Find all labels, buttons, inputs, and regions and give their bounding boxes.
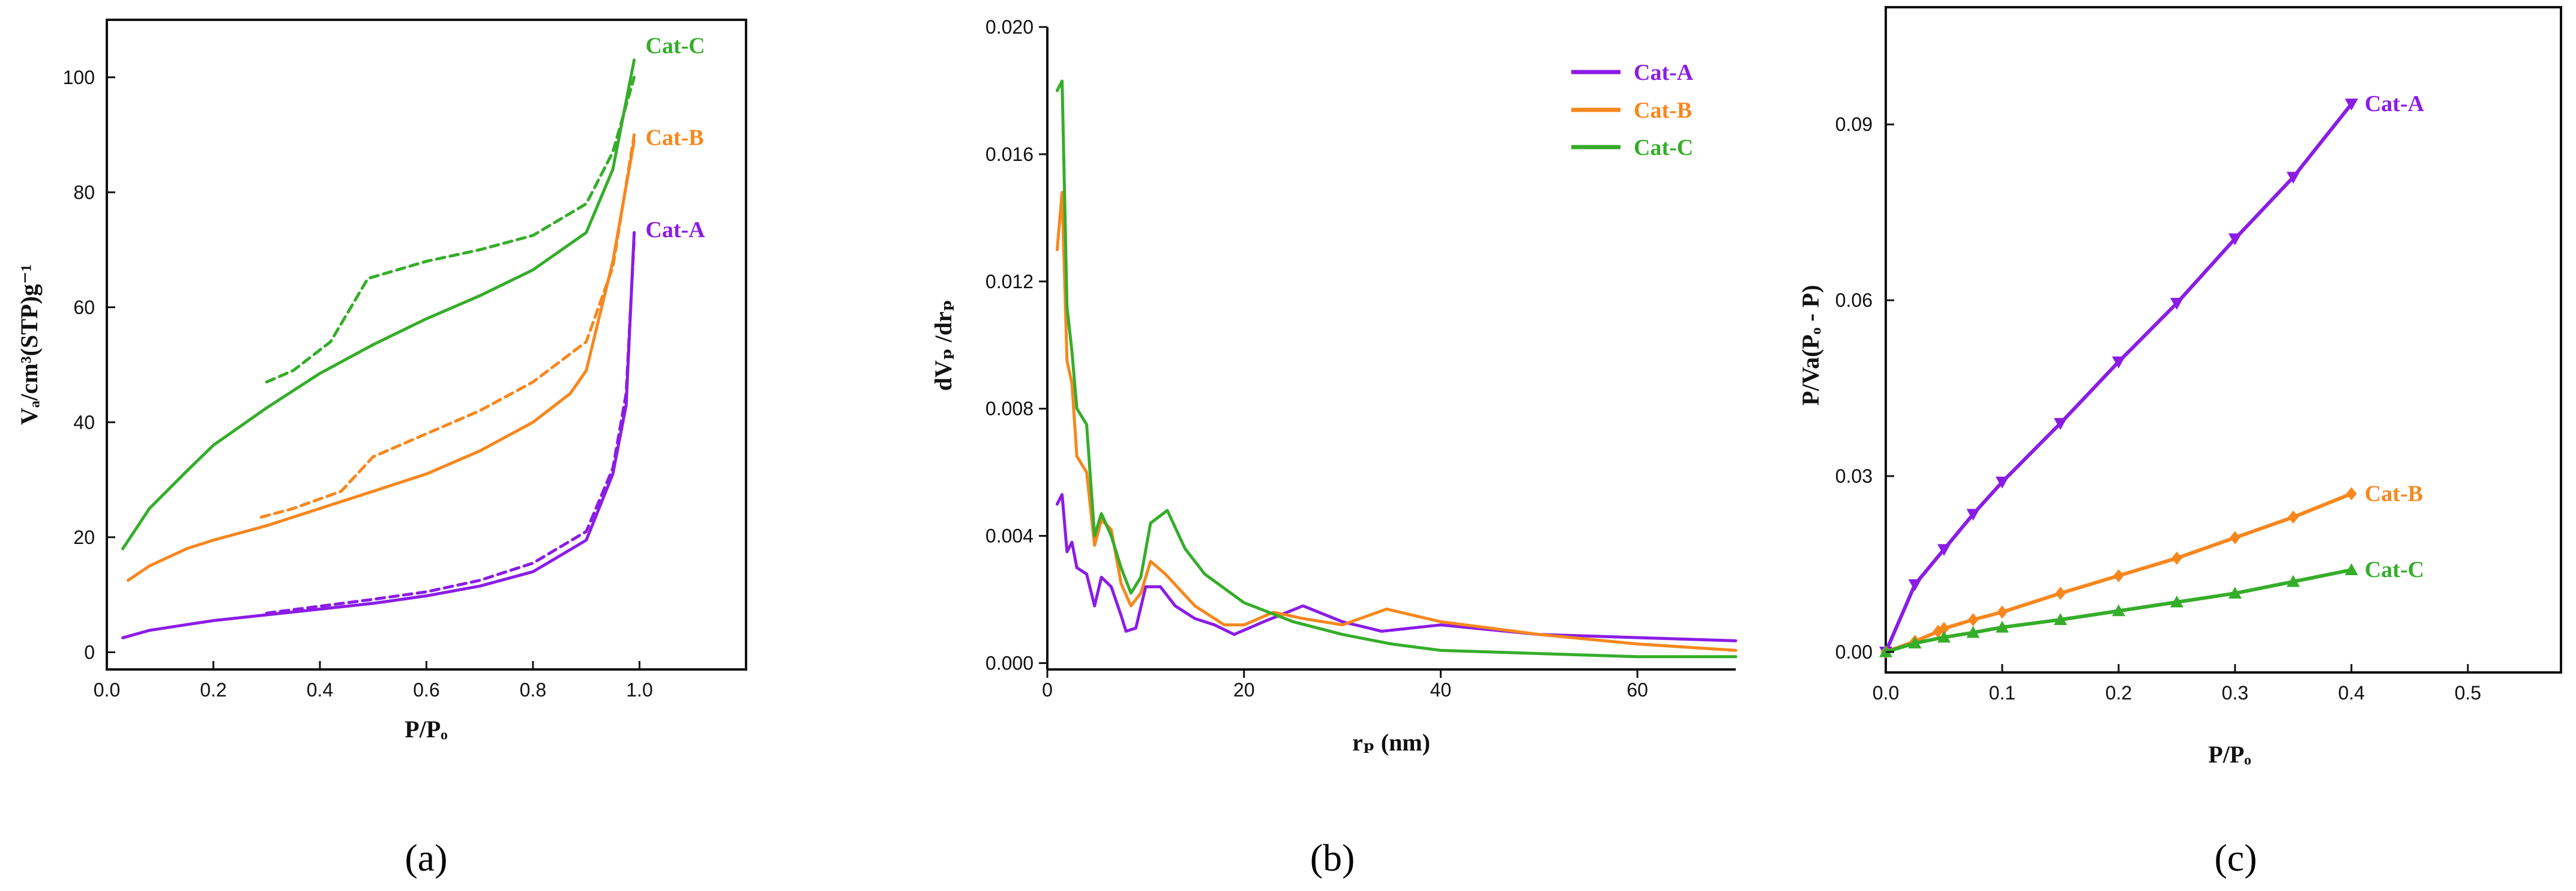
chart-c-ytick-label: 0.06	[1835, 289, 1873, 311]
chart-a-frame	[106, 19, 747, 671]
chart-c-ylabel: P/Va(Pₒ - P)	[1797, 285, 1824, 405]
chart-c-xtick-label: 0.1	[1989, 682, 2015, 704]
chart-a-series-cat-c-desorption	[265, 76, 636, 384]
chart-b-series-cat-a	[1055, 493, 1738, 642]
chart-a-xtick-label: 0.2	[200, 679, 226, 701]
chart-a: Cat-C Cat-B Cat-A 0.0 0.2 0.4 0.6 0.8 1.0 0 20 40…	[16, 19, 747, 879]
chart-c-point-cat-a	[2286, 172, 2300, 184]
chart-c-xtick-label: 0.0	[1873, 682, 1899, 704]
chart-c-xtick-label: 0.2	[2105, 682, 2132, 704]
chart-c-point-cat-c	[1937, 630, 1951, 643]
chart-a-series-label: Cat-C	[646, 33, 705, 58]
chart-b-ytick-label: 0.008	[986, 398, 1034, 420]
chart-b-ytick-label: 0.020	[986, 16, 1034, 38]
chart-c-series-label: Cat-A	[2365, 91, 2425, 116]
chart-c-point-cat-c	[1908, 636, 1922, 648]
chart-b-ylabel: dVₚ /drₚ	[930, 300, 957, 391]
chart-a-series-cat-a	[121, 231, 636, 639]
chart-c-point-cat-b	[1997, 605, 2008, 619]
chart-a-xtick-label: 1.0	[626, 679, 652, 701]
chart-a-series-cat-b-desorption	[259, 133, 636, 519]
chart-c-point-cat-a	[2170, 298, 2183, 310]
chart-c-xtick-label: 0.4	[2338, 682, 2365, 704]
chart-c-point-cat-a	[1995, 476, 2009, 489]
chart-b-legend: Cat-A Cat-B Cat-C	[1571, 60, 1694, 160]
chart-c-point-cat-b	[1939, 621, 1949, 635]
chart-c-point-cat-a	[1908, 579, 1922, 591]
chart-a-series-cat-a-desorption	[265, 237, 636, 615]
chart-c-point-cat-b	[1933, 624, 1944, 638]
chart-b-xtick-label: 20	[1233, 679, 1255, 701]
chart-c-ytick-label: 0.09	[1835, 113, 1873, 135]
chart-c-point-cat-b	[2113, 569, 2124, 582]
panel-label-a: (a)	[405, 836, 447, 879]
chart-c-point-cat-c	[2111, 604, 2125, 617]
chart-a-ytick-label: 0	[84, 641, 95, 663]
chart-a-ytick-label: 20	[73, 527, 95, 548]
chart-a-ytick-label: 100	[63, 67, 95, 88]
chart-a-series-cat-b	[127, 139, 636, 582]
chart-c-point-cat-c	[2170, 595, 2183, 608]
chart-c-point-cat-b	[2346, 487, 2357, 501]
chart-c-ytick-label: 0.03	[1835, 465, 1873, 487]
chart-a-xtick-label: 0.8	[520, 679, 546, 701]
chart-c-point-cat-a	[2344, 98, 2358, 111]
chart-a-series-label: Cat-B	[646, 125, 704, 151]
chart-a-xlabel: P/Pₒ	[405, 716, 447, 743]
chart-b-ytick-label: 0.012	[986, 271, 1034, 292]
chart-b-ytick-label: 0.016	[986, 143, 1034, 165]
chart-c-point-cat-c	[2053, 613, 2067, 625]
chart-a-ytick-label: 40	[73, 411, 95, 433]
chart-a-xtick-label: 0.4	[307, 679, 333, 701]
chart-c: Cat-A Cat-B Cat-C 0.0 0.1 0.2 0.3 0.4 0.5 0.00 0…	[1797, 6, 2562, 879]
chart-b-xlabel: rₚ (nm)	[1352, 729, 1430, 756]
chart-c-xtick-label: 0.5	[2455, 682, 2481, 704]
chart-c-point-cat-a	[2111, 356, 2125, 369]
chart-c-point-cat-c	[2228, 587, 2242, 599]
chart-c-point-cat-a	[2228, 233, 2242, 246]
chart-a-series-cat-c	[121, 58, 636, 551]
chart-c-ytick-label: 0.00	[1835, 641, 1873, 663]
chart-a-ytick-label: 60	[73, 297, 95, 318]
chart-c-point-cat-b	[2055, 587, 2066, 600]
chart-c-series-label: Cat-B	[2365, 481, 2423, 506]
chart-c-point-cat-c	[1966, 626, 1980, 638]
chart-c-point-cat-b	[2288, 510, 2299, 524]
chart-a-xtick-label: 0.6	[413, 679, 439, 701]
chart-c-point-cat-c	[2286, 575, 2300, 587]
legend-label-cat-a: Cat-A	[1634, 60, 1694, 85]
chart-c-xtick-label: 0.3	[2222, 682, 2248, 704]
panel-label-b: (b)	[1310, 836, 1355, 879]
chart-a-ylabel: Vₐ/cm³(STP)g⁻¹	[16, 264, 43, 425]
chart-c-point-cat-c	[1995, 620, 2009, 633]
chart-a-series-label: Cat-A	[646, 217, 706, 243]
chart-b-series-cat-c	[1055, 79, 1738, 659]
chart-b-series-cat-b	[1055, 190, 1738, 652]
chart-c-frame	[1885, 6, 2562, 674]
chart-c-xlabel: P/Pₒ	[2208, 741, 2251, 768]
chart-a-ytick-label: 80	[73, 181, 95, 203]
chart-b-ytick-label: 0.000	[986, 652, 1034, 674]
chart-c-point-cat-c	[2344, 563, 2358, 575]
chart-b-xtick-label: 40	[1430, 679, 1452, 701]
chart-a-xtick-label: 0.0	[94, 679, 120, 701]
chart-b-ytick-label: 0.004	[986, 525, 1034, 547]
chart-c-point-cat-a	[1937, 544, 1951, 556]
chart-b-xtick-label: 60	[1627, 679, 1648, 701]
chart-c-point-cat-b	[1967, 613, 1979, 627]
legend-label-cat-b: Cat-B	[1634, 98, 1692, 123]
legend-label-cat-c: Cat-C	[1634, 135, 1693, 160]
chart-b-xtick-label: 0	[1042, 679, 1053, 701]
chart-c-series-label: Cat-C	[2365, 557, 2424, 582]
chart-c-point-cat-b	[2230, 531, 2240, 545]
chart-c-point-cat-b	[2171, 551, 2182, 565]
chart-c-point-cat-a	[1966, 509, 1980, 521]
chart-c-point-cat-a	[2053, 418, 2067, 430]
chart-b: 0 20 40 60 0.000 0.004 0.008 0.012 0.016 0.020 C…	[930, 16, 1738, 879]
panel-label-c: (c)	[2214, 836, 2257, 879]
